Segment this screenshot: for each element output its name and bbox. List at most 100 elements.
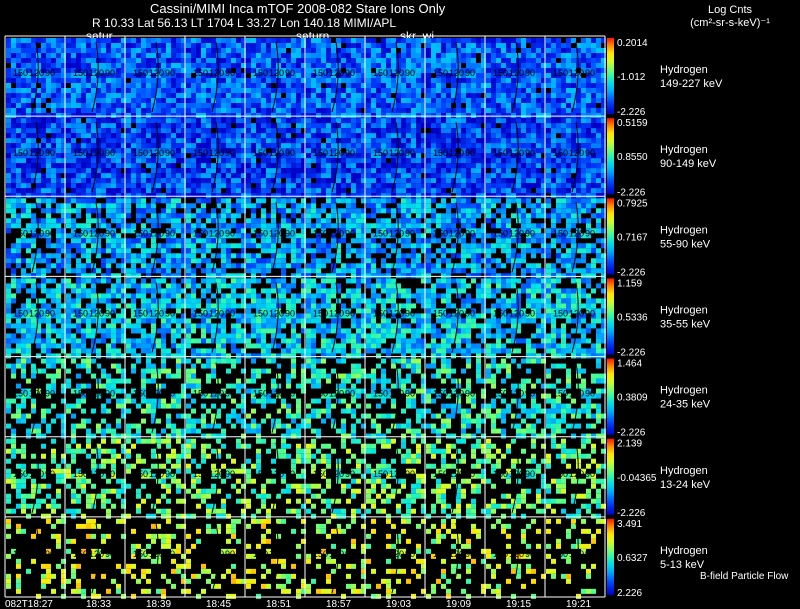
heatmap-cell <box>346 163 351 169</box>
heatmap-cell <box>131 183 136 189</box>
heatmap-cell <box>386 78 391 83</box>
heatmap-cell <box>106 228 111 234</box>
heatmap-cell <box>361 263 366 269</box>
heatmap-cell <box>371 223 376 229</box>
heatmap-cell <box>536 148 541 154</box>
heatmap-cell <box>16 173 21 179</box>
heatmap-cell <box>131 188 136 194</box>
heatmap-cell <box>116 223 121 229</box>
heatmap-cell <box>331 173 336 179</box>
angle-label: 150 <box>373 228 388 238</box>
heatmap-cell <box>101 168 106 174</box>
heatmap-cell <box>101 133 106 139</box>
heatmap-cell <box>351 238 356 244</box>
heatmap-cell <box>251 163 256 169</box>
heatmap-cell <box>591 108 596 113</box>
heatmap-cell <box>111 133 116 139</box>
heatmap-cell <box>196 143 201 149</box>
heatmap-cell <box>321 108 326 113</box>
heatmap-cell <box>456 88 461 93</box>
heatmap-cell <box>186 178 191 184</box>
heatmap-cell <box>296 98 301 103</box>
heatmap-cell <box>271 48 276 53</box>
heatmap-cell <box>141 188 146 194</box>
heatmap-cell <box>446 263 451 269</box>
heatmap-cell <box>541 98 546 103</box>
heatmap-cell <box>371 143 376 149</box>
heatmap-cell <box>411 268 416 274</box>
heatmap-cell <box>541 68 546 73</box>
heatmap-cell <box>321 273 326 279</box>
heatmap-cell <box>586 68 591 73</box>
heatmap-cell <box>126 258 131 264</box>
heatmap-cell <box>576 193 581 199</box>
heatmap-cell <box>76 268 81 274</box>
heatmap-cell <box>541 138 546 144</box>
heatmap-cell <box>476 188 481 194</box>
heatmap-cell <box>361 273 366 279</box>
heatmap-cell <box>476 258 481 264</box>
heatmap-cell <box>391 48 396 53</box>
heatmap-cell <box>421 198 426 204</box>
heatmap-cell <box>171 93 176 98</box>
heatmap-cell <box>461 83 466 88</box>
heatmap-cell <box>46 238 51 244</box>
heatmap-cell <box>376 153 381 159</box>
heatmap-cell <box>436 123 441 129</box>
heatmap-cell <box>326 73 331 78</box>
heatmap-cell <box>431 218 436 224</box>
heatmap-cell <box>106 78 111 83</box>
heatmap-cell <box>286 218 291 224</box>
heatmap-cell <box>116 98 121 103</box>
heatmap-cell <box>326 148 331 154</box>
heatmap-cell <box>471 43 476 48</box>
heatmap-cell <box>431 108 436 113</box>
heatmap-cell <box>426 253 431 259</box>
heatmap-cell <box>131 173 136 179</box>
heatmap-cell <box>191 88 196 93</box>
heatmap-cell <box>86 58 91 63</box>
heatmap-cell <box>591 113 596 118</box>
heatmap-cell <box>336 38 341 43</box>
heatmap-cell <box>281 68 286 73</box>
angle-label: 120 <box>389 148 404 158</box>
heatmap-cell <box>96 213 101 219</box>
heatmap-cell <box>316 243 321 249</box>
heatmap-cell <box>531 78 536 83</box>
heatmap-cell <box>436 148 441 154</box>
heatmap-cell <box>476 213 481 219</box>
heatmap-cell <box>416 268 421 274</box>
heatmap-cell <box>236 138 241 144</box>
heatmap-cell <box>121 188 126 194</box>
heatmap-cell <box>401 168 406 174</box>
heatmap-cell <box>451 123 456 129</box>
angle-label: 150 <box>313 148 328 158</box>
heatmap-cell <box>416 258 421 264</box>
heatmap-cell <box>51 43 56 48</box>
heatmap-cell <box>566 193 571 199</box>
heatmap-cell <box>191 43 196 48</box>
heatmap-cell <box>171 88 176 93</box>
heatmap-cell <box>76 223 81 229</box>
heatmap-cell <box>241 203 246 209</box>
heatmap-cell <box>256 203 261 209</box>
heatmap-cell <box>66 173 71 179</box>
heatmap-cell <box>361 63 366 68</box>
heatmap-cell <box>401 153 406 159</box>
heatmap-cell <box>61 78 66 83</box>
heatmap-cell <box>171 73 176 78</box>
heatmap-cell <box>56 158 61 164</box>
heatmap-cell <box>116 213 121 219</box>
heatmap-cell <box>141 133 146 139</box>
heatmap-cell <box>31 228 36 234</box>
heatmap-cell <box>321 43 326 48</box>
heatmap-cell <box>581 193 586 199</box>
heatmap-cell <box>201 43 206 48</box>
heatmap-cell <box>456 78 461 83</box>
heatmap-cell <box>451 68 456 73</box>
heatmap-cell <box>186 173 191 179</box>
heatmap-cell <box>441 198 446 204</box>
angle-label: 90 <box>45 68 55 78</box>
angle-label: 120 <box>269 68 284 78</box>
heatmap-cell <box>16 118 21 124</box>
